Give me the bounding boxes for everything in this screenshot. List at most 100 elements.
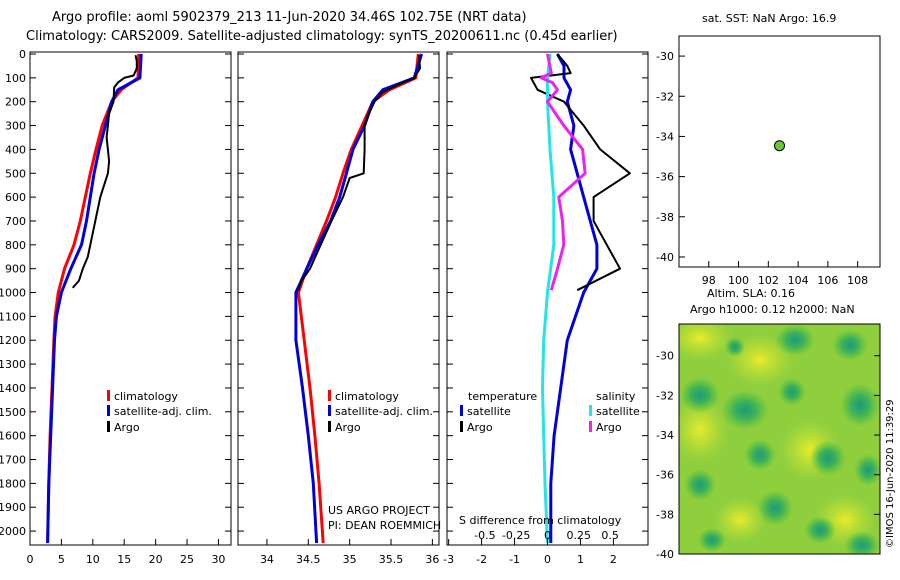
map-lat-label: -40 xyxy=(656,251,674,264)
temperature-lines xyxy=(46,53,143,544)
sla-lat-label: -38 xyxy=(656,508,674,521)
series-line-salinity-argo xyxy=(539,53,587,291)
x-tick-label: 36 xyxy=(425,553,439,566)
series-line-climatology xyxy=(296,53,420,544)
map-lon-label: 104 xyxy=(788,274,809,287)
depth-axis: 0 100 200 300 400 500 600 700 800 900 1000 1100 1200… xyxy=(0,48,648,538)
legend-diff-sal-argo: Argo xyxy=(596,421,622,434)
legend-swatch-climatology xyxy=(328,390,331,401)
x-tick-label: 0 xyxy=(27,553,34,566)
legend-sal-climatology: climatology xyxy=(335,390,399,403)
salinity-lines xyxy=(294,53,424,544)
map-lat-label: -34 xyxy=(656,130,674,143)
map-lon-label: 102 xyxy=(758,274,779,287)
sla-subtitle: Argo h1000: 0.12 h2000: NaN xyxy=(690,303,855,316)
series-line-temperature-satellite xyxy=(549,53,599,543)
map-title: sat. SST: NaN Argo: 16.9 xyxy=(702,12,836,25)
depth-tick-label: 1800 xyxy=(0,477,26,490)
series-line-argo xyxy=(297,55,421,291)
map-lat-label: -32 xyxy=(656,90,674,103)
depth-tick-label: 700 xyxy=(5,215,26,228)
sla-lat-label: -32 xyxy=(656,389,674,402)
legend-diff-temp-argo: Argo xyxy=(467,421,493,434)
salinity-diff-tick-label: -0.25 xyxy=(502,529,530,542)
depth-tick-label: 1000 xyxy=(0,287,26,300)
x-tick-label: -2 xyxy=(476,553,487,566)
legend-temp-argo: Argo xyxy=(114,421,140,434)
salinity-diff-tick-label: 0.5 xyxy=(601,529,619,542)
x-tick-label: -1 xyxy=(509,553,520,566)
depth-tick-label: 1700 xyxy=(0,454,26,467)
x-tick-label: 35.5 xyxy=(379,553,404,566)
x-tick-label: 20 xyxy=(149,553,163,566)
series-line-temperature-argo xyxy=(530,53,631,292)
sla-lat-label: -36 xyxy=(656,469,674,482)
salinity-legend: climatology satellite-adj. clim. Argo xyxy=(328,390,433,434)
x-tick-label: -3 xyxy=(443,553,454,566)
map-lon-label: 108 xyxy=(847,274,868,287)
legend-swatch-satellite xyxy=(328,405,331,416)
salinity-diff-tick-label: 0 xyxy=(544,529,551,542)
x-axes: 0 5 10 15 20 25 30 34 34.5 35 35.5 36 -3 -2 -1 0 1 2 -0.5-… xyxy=(27,529,619,566)
sla-axes: -30 -32 -34 -36 -38 -40 xyxy=(656,350,880,561)
depth-tick-label: 1500 xyxy=(0,406,26,419)
legend-swatch-climatology xyxy=(107,390,110,401)
map-axes: -30 -32 -34 -36 -38 -40 98 100 102 104 106 108 xyxy=(656,50,868,287)
map-lon-label: 98 xyxy=(702,274,716,287)
depth-tick-label: 1100 xyxy=(0,310,26,323)
legend-sal-satellite: satellite-adj. clim. xyxy=(335,405,433,418)
x-tick-label: 2 xyxy=(610,553,617,566)
legend-swatch-temp-argo xyxy=(460,421,463,432)
x-tick-label: 34 xyxy=(260,553,274,566)
depth-tick-label: 1300 xyxy=(0,358,26,371)
sla-lat-label: -34 xyxy=(656,429,674,442)
legend-swatch-sal-satellite xyxy=(589,405,592,416)
map-lat-label: -30 xyxy=(656,50,674,63)
depth-tick-label: 300 xyxy=(5,120,26,133)
depth-tick-label: 1900 xyxy=(0,501,26,514)
legend-diff-sal-header: salinity xyxy=(596,390,636,403)
credit-project: US ARGO PROJECT xyxy=(328,504,430,517)
salinity-diff-tick-label: -0.5 xyxy=(474,529,495,542)
legend-swatch-satellite xyxy=(107,405,110,416)
x-tick-label: 25 xyxy=(180,553,194,566)
x-tick-label: 5 xyxy=(58,553,65,566)
series-line-satellite-adj-clim- xyxy=(294,53,424,544)
temperature-panel xyxy=(29,51,232,546)
legend-diff-temp-satellite: satellite xyxy=(467,405,511,418)
title-line1: Argo profile: aoml 5902379_213 11-Jun-20… xyxy=(52,10,527,25)
sla-title: Altim. SLA: 0.16 xyxy=(707,287,795,300)
map-lat-label: -36 xyxy=(656,171,674,184)
map-lon-label: 100 xyxy=(728,274,749,287)
temperature-legend: climatology satellite-adj. clim. Argo xyxy=(107,390,212,434)
title-line2: Climatology: CARS2009. Satellite-adjuste… xyxy=(26,29,618,44)
sla-frame xyxy=(678,323,881,555)
float-location-marker xyxy=(774,140,785,152)
salinity-diff-tick-label: 0.25 xyxy=(567,529,592,542)
legend-diff-sal-satellite: satellite xyxy=(596,405,640,418)
x-tick-label: 35 xyxy=(343,553,357,566)
depth-tick-label: 500 xyxy=(5,167,26,180)
legend-swatch-argo xyxy=(328,421,331,432)
credit-pi: PI: DEAN ROEMMICH xyxy=(328,519,441,532)
sla-lat-label: -30 xyxy=(656,350,674,363)
x-tick-label: 1 xyxy=(577,553,584,566)
difference-xlabel: S difference from climatology xyxy=(459,514,622,527)
legend-swatch-sal-argo xyxy=(589,421,592,432)
map-lon-label: 106 xyxy=(817,274,838,287)
legend-sal-argo: Argo xyxy=(335,421,361,434)
watermark: ©IMOS 16-Jun-2020 11:39:29 xyxy=(885,399,896,548)
depth-tick-label: 800 xyxy=(5,239,26,252)
series-line-salinity-satellite xyxy=(541,53,556,544)
difference-lines xyxy=(530,53,631,544)
legend-temp-climatology: climatology xyxy=(114,390,178,403)
depth-tick-label: 200 xyxy=(5,96,26,109)
depth-tick-label: 1600 xyxy=(0,430,26,443)
depth-tick-label: 0 xyxy=(19,48,26,61)
x-tick-label: 34.5 xyxy=(296,553,321,566)
depth-tick-label: 1400 xyxy=(0,382,26,395)
depth-tick-label: 400 xyxy=(5,143,26,156)
x-tick-label: 0 xyxy=(544,553,551,566)
x-tick-label: 15 xyxy=(117,553,131,566)
series-line-argo xyxy=(71,54,138,289)
